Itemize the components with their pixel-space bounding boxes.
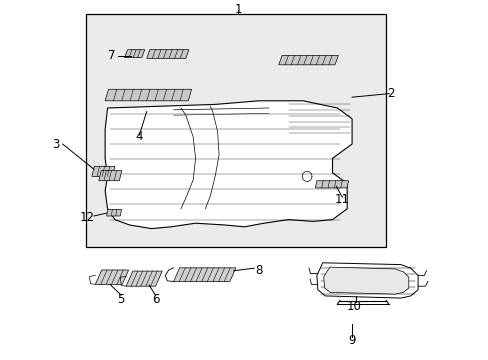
Text: 10: 10: [346, 300, 361, 313]
Polygon shape: [146, 50, 188, 58]
Text: 12: 12: [80, 211, 94, 224]
Text: 11: 11: [334, 193, 349, 206]
Polygon shape: [99, 171, 122, 181]
Text: 2: 2: [386, 87, 394, 100]
Polygon shape: [278, 55, 338, 65]
Polygon shape: [323, 267, 408, 294]
Text: 3: 3: [52, 138, 60, 150]
Polygon shape: [173, 268, 235, 282]
Polygon shape: [315, 181, 348, 188]
Polygon shape: [106, 210, 122, 216]
Polygon shape: [126, 271, 162, 286]
Polygon shape: [316, 263, 417, 298]
Polygon shape: [92, 166, 115, 176]
Text: 9: 9: [347, 334, 355, 347]
Text: 7: 7: [107, 49, 115, 62]
Text: 6: 6: [151, 293, 159, 306]
Text: 1: 1: [234, 3, 242, 15]
Bar: [85, 14, 386, 247]
Text: 8: 8: [255, 264, 263, 277]
Polygon shape: [105, 89, 191, 101]
Text: 5: 5: [117, 293, 125, 306]
Text: 4: 4: [135, 130, 143, 143]
Polygon shape: [95, 270, 128, 284]
Polygon shape: [105, 101, 351, 229]
Polygon shape: [124, 50, 144, 58]
